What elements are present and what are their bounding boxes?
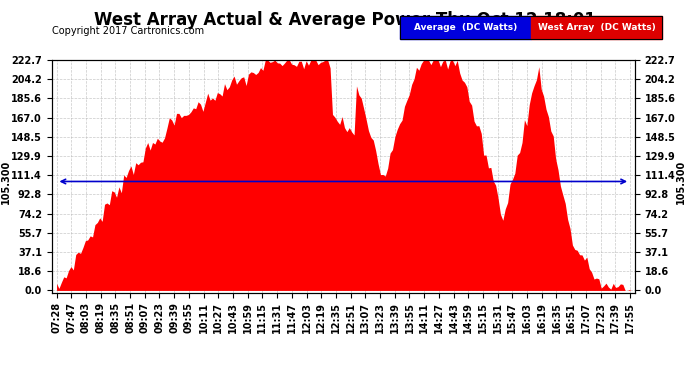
Text: West Array  (DC Watts): West Array (DC Watts): [538, 23, 656, 32]
Text: Copyright 2017 Cartronics.com: Copyright 2017 Cartronics.com: [52, 26, 204, 36]
Text: Average  (DC Watts): Average (DC Watts): [414, 23, 518, 32]
Text: West Array Actual & Average Power Thu Oct 12 18:01: West Array Actual & Average Power Thu Oc…: [94, 11, 596, 29]
Text: 105.300: 105.300: [676, 159, 686, 204]
Text: 105.300: 105.300: [1, 159, 11, 204]
